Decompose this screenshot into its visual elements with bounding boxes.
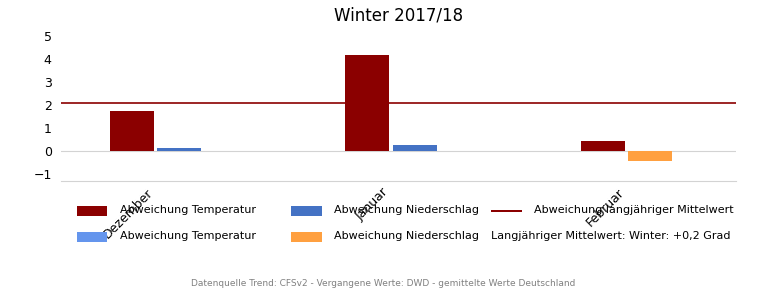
Text: Abweichung Temperatur: Abweichung Temperatur <box>120 231 255 241</box>
Text: Abweichung Niederschlag: Abweichung Niederschlag <box>334 205 479 215</box>
Bar <box>581 141 625 151</box>
Bar <box>628 151 672 161</box>
Title: Winter 2017/18: Winter 2017/18 <box>334 7 463 25</box>
Bar <box>345 55 390 151</box>
Bar <box>393 145 436 151</box>
Text: Abweichung langjähriger Mittelwert: Abweichung langjähriger Mittelwert <box>534 205 733 215</box>
Text: Abweichung Temperatur: Abweichung Temperatur <box>120 205 255 215</box>
Text: Datenquelle Trend: CFSv2 - Vergangene Werte: DWD - gemittelte Werte Deutschland: Datenquelle Trend: CFSv2 - Vergangene We… <box>191 279 576 288</box>
Bar <box>157 148 201 151</box>
Text: Abweichung Niederschlag: Abweichung Niederschlag <box>334 231 479 241</box>
Bar <box>110 111 154 151</box>
Text: Langjähriger Mittelwert: Winter: +0,2 Grad: Langjähriger Mittelwert: Winter: +0,2 Gr… <box>491 231 730 241</box>
